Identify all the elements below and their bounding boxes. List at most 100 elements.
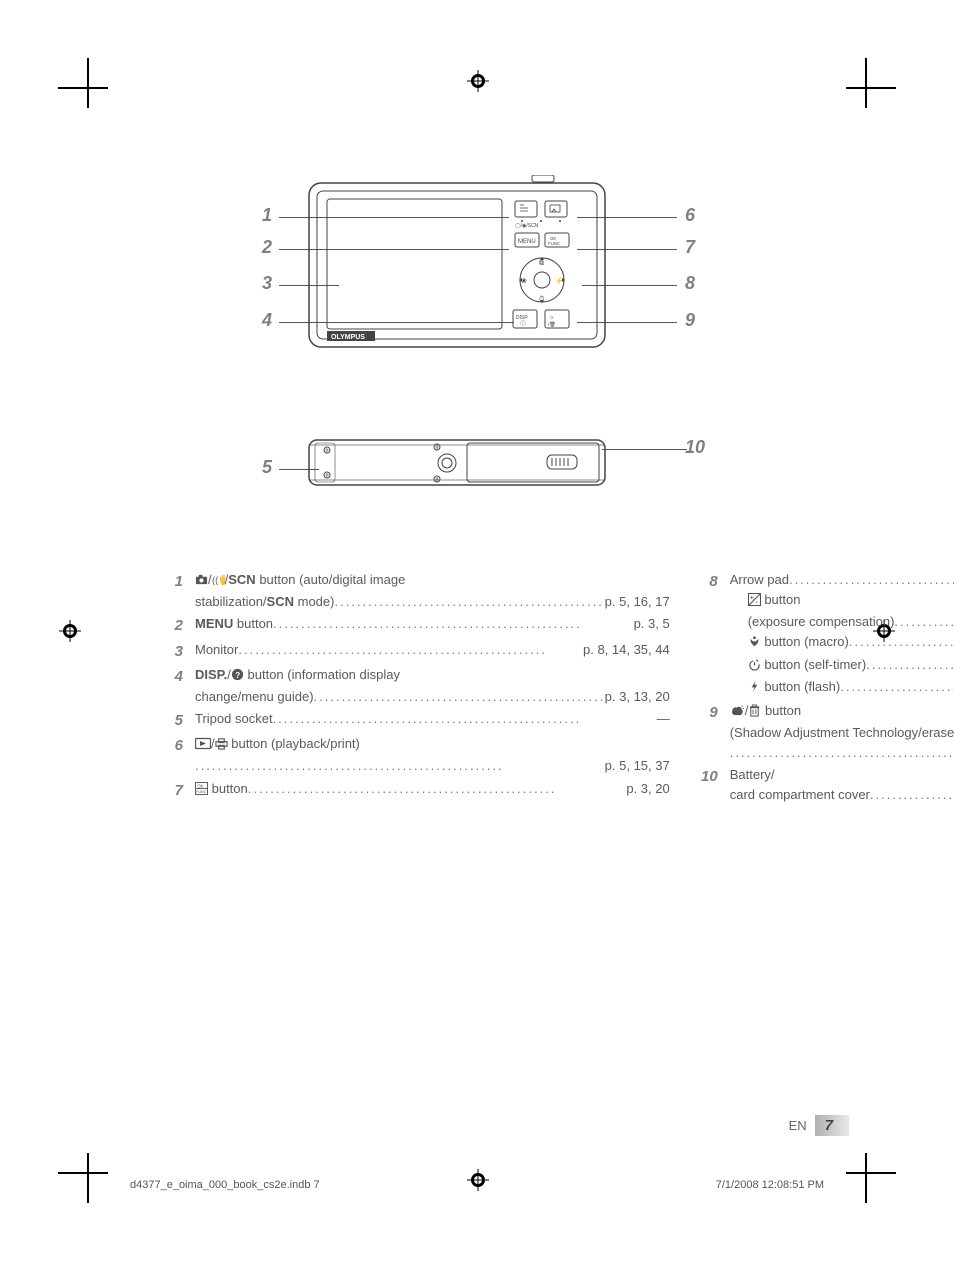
svg-text:FUNC: FUNC xyxy=(196,790,207,794)
item-pages: — xyxy=(655,709,670,729)
svg-text:((🖐)): ((🖐)) xyxy=(212,574,225,586)
reference-item: 2MENU button ...........................… xyxy=(165,614,670,637)
crop-mark xyxy=(865,58,867,108)
item-label: change/menu guide) xyxy=(195,687,314,707)
page-lang: EN xyxy=(789,1118,807,1133)
item-pages: p. 5, 16, 17 xyxy=(603,592,670,612)
callout-8: 8 xyxy=(685,273,695,294)
leader-dots: ........................................… xyxy=(273,709,655,729)
item-label: DISP./? button (information display xyxy=(195,665,400,687)
item-label: / button (playback/print) xyxy=(195,734,360,756)
item-label: OKFUNC button xyxy=(195,779,248,801)
camera-bottom-illustration xyxy=(307,435,607,490)
leader-dots: ........................................… xyxy=(866,655,954,675)
item-label: button (macro) xyxy=(748,632,849,654)
flash-icon xyxy=(748,679,761,699)
stabilize-icon: ((🖐)) xyxy=(212,572,225,592)
crop-mark xyxy=(846,1172,896,1174)
svg-text:DISP.: DISP. xyxy=(516,315,528,321)
item-number: 6 xyxy=(165,734,195,757)
callout-4: 4 xyxy=(262,310,272,331)
leader-dots: ........................................… xyxy=(870,785,954,805)
leader-dots: ........................................… xyxy=(195,756,603,776)
crop-mark xyxy=(58,87,108,89)
item-pages: p. 3, 5 xyxy=(632,614,670,634)
timer-icon xyxy=(748,657,761,677)
reference-item: 9/ button(Shadow Adjustment Technology/e… xyxy=(700,701,954,763)
item-number: 3 xyxy=(165,640,195,663)
svg-text:◯/◉/SCN: ◯/◉/SCN xyxy=(515,223,539,229)
item-number: 8 xyxy=(700,570,730,593)
item-label: Monitor xyxy=(195,640,238,660)
macro-icon xyxy=(748,634,761,654)
item-number: 7 xyxy=(165,779,195,802)
help-icon: ? xyxy=(231,667,244,687)
callout-9: 9 xyxy=(685,310,695,331)
leader-dots: ........................................… xyxy=(730,743,954,763)
item-number: 9 xyxy=(700,701,730,724)
item-label: Arrow pad xyxy=(730,570,789,590)
crop-mark xyxy=(87,58,89,108)
page-content: 1 2 3 4 6 7 8 9 ◯/◉/SCN xyxy=(105,105,849,1156)
registration-mark-icon xyxy=(59,620,81,642)
callout-6: 6 xyxy=(685,205,695,226)
item-number: 2 xyxy=(165,614,195,637)
leader-dots: ........................................… xyxy=(849,632,954,652)
camera-back-illustration: ◯/◉/SCN MENU OK FUNC ⧉ ⏱ ❀ ⚡ DISP. ⓘ ☼ /… xyxy=(307,175,607,350)
playback-icon xyxy=(195,736,211,756)
callout-3: 3 xyxy=(262,273,272,294)
callout-2: 2 xyxy=(262,237,272,258)
reference-list-right: 8Arrow pad .............................… xyxy=(700,570,954,808)
exposure-icon: +- xyxy=(748,592,761,612)
camera-icon xyxy=(195,572,208,592)
item-number: 1 xyxy=(165,570,195,593)
item-label: button (flash) xyxy=(748,677,841,699)
crop-mark xyxy=(846,87,896,89)
erase-icon xyxy=(748,703,761,723)
leader-dots: ........................................… xyxy=(314,687,603,707)
shadow-icon xyxy=(730,703,745,723)
callout-7: 7 xyxy=(685,237,695,258)
leader-dots: ........................................… xyxy=(334,592,602,612)
item-label: button (self-timer) xyxy=(748,655,866,677)
svg-text:/🗑: /🗑 xyxy=(548,321,556,328)
leader-dots: ........................................… xyxy=(840,677,954,697)
crop-mark xyxy=(58,1172,108,1174)
item-pages: p. 8, 14, 35, 44 xyxy=(581,640,670,660)
registration-mark-icon xyxy=(467,70,489,92)
footer-timestamp: 7/1/2008 12:08:51 PM xyxy=(716,1179,824,1191)
reference-item: 10Battery/card compartment cover .......… xyxy=(700,765,954,805)
reference-item: 8Arrow pad .............................… xyxy=(700,570,954,699)
svg-text:+: + xyxy=(750,595,754,602)
item-number: 5 xyxy=(165,709,195,732)
item-number: 10 xyxy=(700,765,730,788)
callout-10: 10 xyxy=(685,437,705,458)
ok-func-icon: OK FUNC xyxy=(195,781,208,801)
svg-text:FUNC: FUNC xyxy=(548,241,560,246)
crop-mark xyxy=(87,1153,89,1203)
item-pages: p. 3, 13, 20 xyxy=(603,687,670,707)
item-label: stabilization/SCN mode) xyxy=(195,592,334,612)
leader-dots: ........................................… xyxy=(789,570,954,590)
callout-5: 5 xyxy=(262,457,272,478)
reference-item: 5Tripod socket .........................… xyxy=(165,709,670,732)
page-num-value: 7 xyxy=(815,1115,849,1136)
reference-item: 6/ button (playback/print) .............… xyxy=(165,734,670,776)
svg-text:OLYMPUS: OLYMPUS xyxy=(331,334,365,341)
item-label: Battery/ xyxy=(730,765,775,785)
leader-dots: ........................................… xyxy=(238,640,581,660)
print-footer: d4377_e_oima_000_book_cs2e.indb 7 7/1/20… xyxy=(130,1179,824,1191)
item-label: (Shadow Adjustment Technology/erase) xyxy=(730,723,954,743)
svg-text:MENU: MENU xyxy=(518,239,536,245)
svg-text:OK: OK xyxy=(197,783,203,788)
item-label: +- button xyxy=(748,590,801,612)
camera-bottom-diagram: 5 10 xyxy=(267,435,687,515)
leader-dots: ........................................… xyxy=(273,614,632,634)
item-number: 4 xyxy=(165,665,195,688)
page-number: EN 7 xyxy=(789,1115,849,1136)
svg-text:?: ? xyxy=(235,670,240,680)
item-label: MENU button xyxy=(195,614,273,634)
reference-item: 1/((🖐))/SCN button (auto/digital imagest… xyxy=(165,570,670,612)
reference-item: 4DISP./? button (information displaychan… xyxy=(165,665,670,707)
item-label: /((🖐))/SCN button (auto/digital image xyxy=(195,570,405,592)
